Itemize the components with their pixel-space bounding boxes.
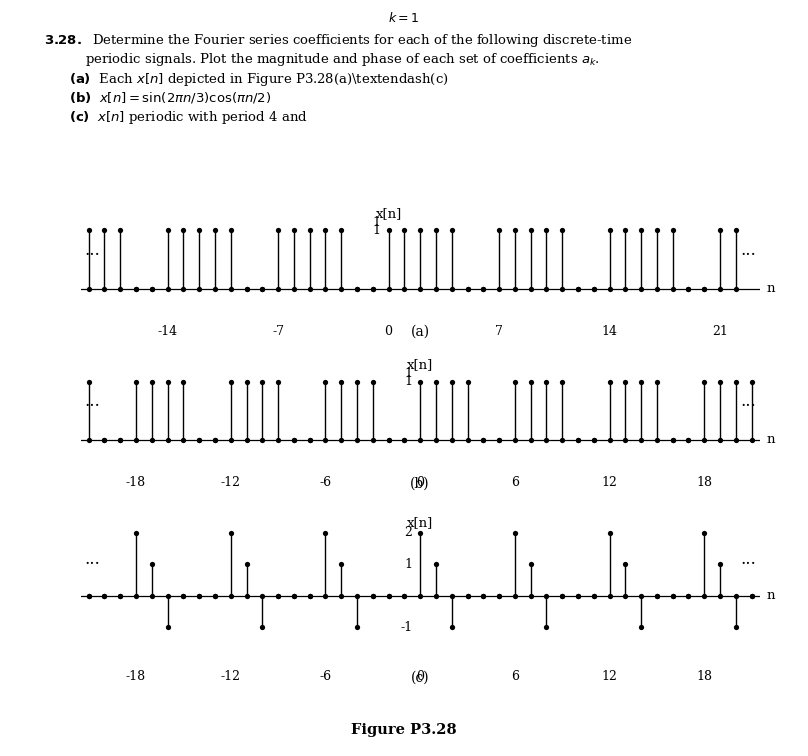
Text: $k=1$: $k=1$ (389, 11, 419, 26)
Text: 6: 6 (511, 670, 519, 683)
Text: n: n (766, 590, 775, 603)
Text: x[n]: x[n] (407, 516, 433, 529)
Text: Figure P3.28: Figure P3.28 (351, 723, 457, 737)
Text: -1: -1 (400, 621, 412, 634)
Text: 14: 14 (602, 324, 617, 337)
Text: 1: 1 (404, 375, 412, 388)
Text: periodic signals. Plot the magnitude and phase of each set of coefficients $a_k$: periodic signals. Plot the magnitude and… (85, 51, 600, 68)
Text: (c): (c) (410, 671, 430, 685)
Text: 6: 6 (511, 476, 519, 488)
Text: ...: ... (740, 242, 756, 259)
Text: 18: 18 (696, 476, 713, 488)
Text: 1: 1 (372, 216, 381, 229)
Text: -14: -14 (158, 324, 178, 337)
Text: 1: 1 (404, 558, 412, 571)
Text: ...: ... (740, 393, 756, 411)
Text: 0: 0 (416, 670, 424, 683)
Text: -18: -18 (126, 670, 146, 683)
Text: 12: 12 (602, 670, 617, 683)
Text: -6: -6 (319, 670, 331, 683)
Text: 1: 1 (404, 367, 412, 380)
Text: 12: 12 (602, 476, 617, 488)
Text: ...: ... (84, 393, 100, 411)
Text: 21: 21 (712, 324, 728, 337)
Text: x[n]: x[n] (376, 206, 402, 220)
Text: 0: 0 (385, 324, 393, 337)
Text: ...: ... (740, 550, 756, 568)
Text: -18: -18 (126, 476, 146, 488)
Text: x[n]: x[n] (407, 358, 433, 371)
Text: $\mathbf{(c)}$  $x[n]$ periodic with period 4 and: $\mathbf{(c)}$ $x[n]$ periodic with peri… (69, 109, 308, 126)
Text: $\mathbf{(b)}$  $x[n] = \sin(2\pi n/3)\cos(\pi n/2)$: $\mathbf{(b)}$ $x[n] = \sin(2\pi n/3)\co… (69, 90, 271, 105)
Text: 7: 7 (495, 324, 503, 337)
Text: -12: -12 (221, 476, 241, 488)
Text: 0: 0 (416, 476, 424, 488)
Text: ...: ... (84, 242, 100, 259)
Text: -12: -12 (221, 670, 241, 683)
Text: (b): (b) (410, 476, 430, 491)
Text: 2: 2 (404, 526, 412, 540)
Text: (a): (a) (410, 325, 430, 339)
Text: -7: -7 (272, 324, 284, 337)
Text: n: n (766, 282, 775, 295)
Text: n: n (766, 433, 775, 446)
Text: ...: ... (84, 550, 100, 568)
Text: 1: 1 (372, 224, 381, 237)
Text: -6: -6 (319, 476, 331, 488)
Text: 18: 18 (696, 670, 713, 683)
Text: $\mathbf{3.28.}$  Determine the Fourier series coefficients for each of the foll: $\mathbf{3.28.}$ Determine the Fourier s… (44, 32, 633, 48)
Text: $\mathbf{(a)}$  Each $x[n]$ depicted in Figure P3.28(a)\textendash(c): $\mathbf{(a)}$ Each $x[n]$ depicted in F… (69, 71, 448, 88)
